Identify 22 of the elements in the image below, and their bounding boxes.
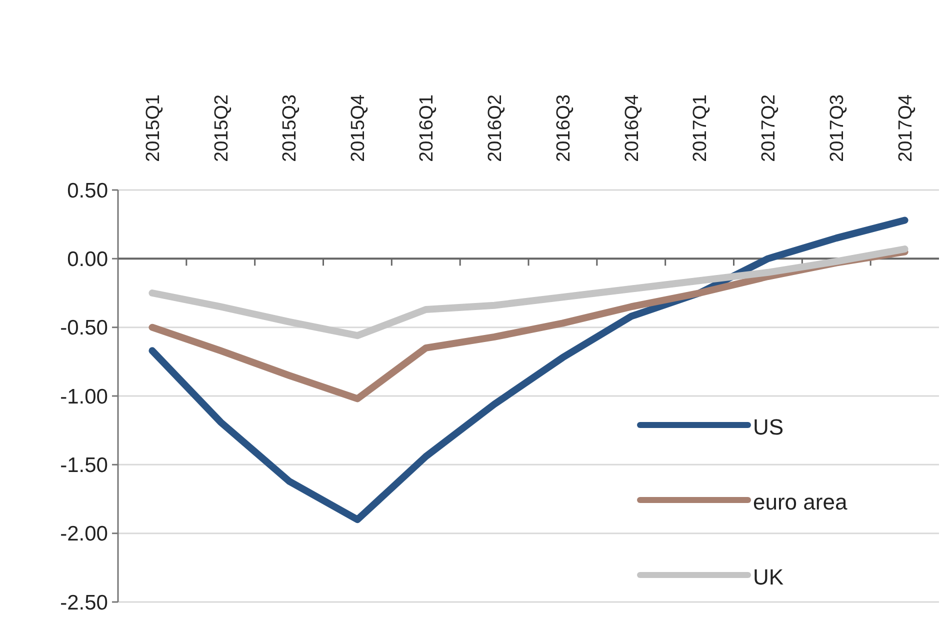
y-tick-label: 0.50 [67, 179, 108, 202]
y-tick-label: 0.00 [67, 248, 108, 272]
x-tick-label: 2015Q4 [348, 94, 370, 162]
x-tick-label: 2015Q2 [211, 94, 232, 162]
y-tick-label: -2.00 [60, 522, 108, 546]
x-tick-label: 2015Q3 [280, 94, 301, 162]
x-tick-label: 2015Q1 [142, 94, 164, 162]
x-tick-label: 2016Q1 [416, 94, 438, 162]
x-tick-label: 2016Q3 [553, 94, 574, 162]
x-tick-label: 2017Q1 [690, 94, 712, 162]
y-tick-label: -2.50 [60, 591, 108, 614]
y-tick-label: -1.00 [60, 385, 108, 408]
legend-label: US [753, 414, 784, 440]
legend-label: UK [753, 564, 784, 590]
legend-label: euro area [753, 490, 848, 515]
x-tick-label: 2016Q4 [622, 94, 643, 162]
x-tick-label: 2017Q2 [758, 94, 780, 162]
x-tick-label: 2016Q2 [484, 94, 506, 162]
y-tick-label: -0.50 [60, 316, 108, 340]
x-tick-label: 2017Q3 [827, 94, 848, 162]
y-tick-label: -1.50 [60, 454, 108, 478]
x-tick-label: 2017Q4 [895, 94, 916, 162]
